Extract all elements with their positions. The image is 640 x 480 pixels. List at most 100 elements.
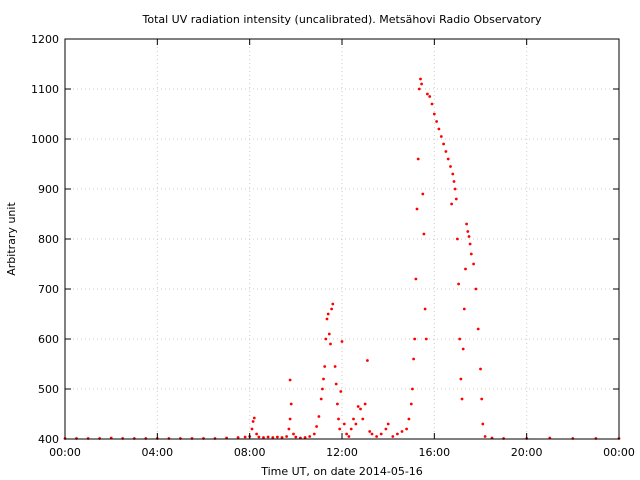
data-point: [370, 432, 374, 436]
data-point: [446, 157, 450, 161]
x-tick-label: 20:00: [511, 446, 543, 459]
data-point: [416, 157, 420, 161]
data-point: [457, 282, 460, 286]
grid-lines: [65, 39, 619, 439]
data-point: [454, 197, 458, 201]
data-point: [294, 435, 298, 439]
data-point: [317, 415, 321, 418]
data-point: [460, 397, 464, 401]
y-tick-label: 1100: [31, 83, 59, 96]
data-point: [257, 435, 261, 439]
data-point: [327, 332, 331, 336]
data-point: [266, 435, 270, 439]
data-point: [276, 435, 279, 439]
data-point: [336, 402, 339, 406]
y-tick-label: 900: [38, 183, 59, 196]
y-tick-label: 600: [38, 333, 59, 346]
data-point: [280, 436, 284, 439]
data-point: [356, 405, 360, 408]
data-point: [469, 252, 473, 256]
data-point: [243, 435, 247, 439]
data-point: [424, 337, 428, 341]
data-point: [407, 417, 411, 421]
data-point: [481, 422, 485, 426]
data-point: [428, 95, 432, 98]
data-point: [423, 307, 427, 311]
y-tick-label: 1200: [31, 33, 59, 46]
data-point: [476, 327, 480, 331]
data-point: [236, 436, 240, 439]
data-point: [363, 402, 367, 406]
chart-title: Total UV radiation intensity (uncalibrat…: [142, 13, 542, 26]
data-point: [325, 317, 329, 321]
data-point: [322, 377, 325, 381]
data-point: [479, 367, 482, 371]
data-point: [391, 435, 395, 438]
data-point: [292, 432, 295, 436]
data-point: [339, 390, 343, 393]
data-point: [412, 357, 415, 361]
data-point: [419, 77, 422, 81]
y-axis-label: Arbitrary unit: [5, 202, 18, 276]
data-point: [323, 365, 327, 368]
data-point: [465, 222, 468, 226]
x-tick-label: 16:00: [418, 446, 450, 459]
data-point: [444, 150, 448, 153]
data-point: [271, 436, 275, 439]
data-point: [450, 202, 453, 206]
data-point: [354, 422, 358, 426]
x-tick-label: 00:00: [603, 446, 635, 459]
x-tick-label: 00:00: [49, 446, 81, 459]
data-point: [375, 435, 378, 438]
data-point: [288, 417, 292, 421]
y-tick-label: 700: [38, 283, 59, 296]
data-point: [319, 397, 323, 401]
data-point: [467, 235, 471, 238]
data-point: [435, 120, 438, 123]
data-point: [251, 420, 255, 423]
data-point: [361, 417, 365, 421]
data-point: [315, 425, 318, 428]
data-point: [252, 416, 256, 420]
data-point: [337, 417, 340, 421]
data-point: [333, 365, 337, 368]
data-point: [368, 430, 372, 433]
data-point: [329, 342, 332, 346]
data-point: [449, 165, 452, 168]
data-point: [472, 262, 475, 266]
data-point: [474, 287, 478, 291]
data-point: [451, 172, 455, 176]
data-point: [422, 232, 426, 236]
data-point: [366, 359, 369, 362]
data-point: [420, 82, 423, 86]
data-point: [405, 427, 408, 431]
data-point: [442, 142, 445, 146]
data-point: [459, 377, 463, 381]
data-point: [411, 387, 414, 391]
y-tick-label: 800: [38, 233, 59, 246]
data-point: [334, 382, 338, 386]
data-point: [453, 187, 457, 191]
data-point: [289, 402, 293, 406]
data-point: [359, 407, 362, 411]
data-point: [340, 340, 344, 343]
x-tick-label: 12:00: [326, 446, 358, 459]
data-point: [262, 436, 265, 439]
x-tick-label: 08:00: [234, 446, 266, 459]
data-point: [452, 180, 456, 183]
data-point: [345, 432, 348, 436]
y-tick-label: 500: [38, 383, 59, 396]
data-point: [439, 135, 443, 138]
data-point: [308, 435, 312, 438]
data-point: [338, 427, 342, 431]
data-point: [303, 436, 307, 439]
data-point: [250, 427, 254, 431]
data-point: [426, 92, 429, 96]
data-point: [330, 307, 333, 311]
data-point: [312, 432, 316, 436]
x-tick-label: 04:00: [141, 446, 173, 459]
data-point: [466, 230, 470, 233]
data-point: [321, 387, 324, 391]
y-axis: 400 500 600 700 800 900 1000 1100 1200: [31, 33, 619, 446]
data-point: [461, 347, 465, 351]
